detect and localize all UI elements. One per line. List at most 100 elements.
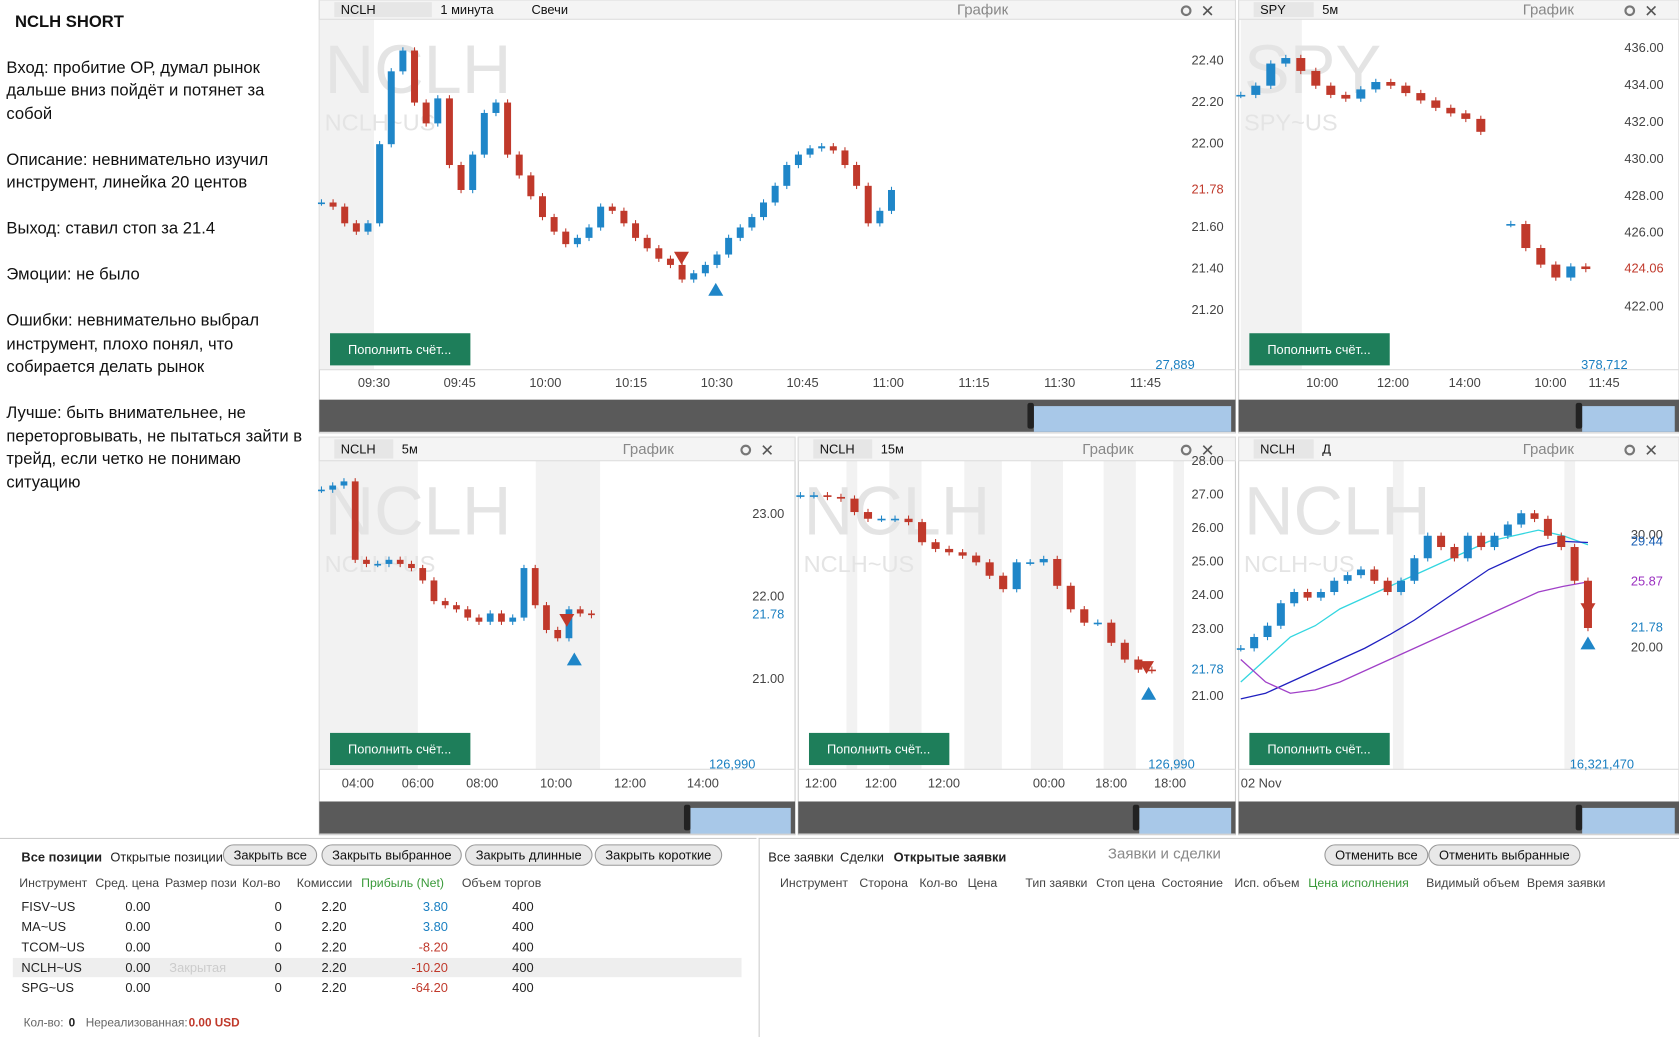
column-header: Стоп цена — [1096, 877, 1155, 891]
button[interactable]: Закрыть все — [222, 844, 318, 866]
column-header: Исп. объем — [1234, 877, 1300, 891]
candle — [1570, 547, 1579, 581]
note-paragraph: Лучше: быть внимательнее, не переторговы… — [6, 403, 303, 492]
candle — [818, 146, 826, 149]
candle — [1423, 535, 1432, 559]
candle — [887, 189, 895, 211]
deposit-button[interactable] — [330, 732, 471, 766]
candle — [850, 498, 859, 513]
button[interactable]: Закрыть длинные — [465, 844, 593, 866]
x-tick-label: 04:00 — [342, 776, 374, 791]
scroller-handle[interactable] — [683, 804, 691, 831]
candle — [1450, 547, 1459, 559]
button[interactable]: Закрыть выбранное — [321, 844, 463, 866]
x-tick-label: 06:00 — [402, 776, 434, 791]
tab[interactable]: Все позиции — [21, 849, 103, 865]
candle — [550, 217, 558, 232]
sell-marker — [1139, 661, 1155, 674]
candle — [1416, 93, 1426, 101]
x-tick-label: 11:00 — [873, 375, 904, 390]
candle — [1581, 266, 1591, 270]
x-tick-label: 09:30 — [358, 375, 390, 390]
session-shade — [846, 460, 858, 770]
panel-title: График — [957, 2, 1009, 19]
x-tick-label: 10:00 — [1534, 375, 1566, 390]
candle — [1330, 580, 1339, 593]
candle — [469, 154, 477, 190]
candle — [904, 518, 913, 523]
deposit-button[interactable] — [808, 732, 950, 766]
settings-icon — [1180, 444, 1192, 456]
candle — [823, 495, 832, 497]
footer-value: 0.00 USD — [188, 1016, 240, 1030]
button[interactable]: Отменить все — [1324, 844, 1429, 866]
session-shade — [319, 19, 374, 370]
note-paragraph: Выход: ставил стоп за 21.4 — [6, 219, 216, 238]
x-tick-label: 12:00 — [865, 776, 897, 791]
candle — [441, 601, 449, 606]
x-tick-label: 02 Nov — [1241, 776, 1282, 791]
column-header: Комиссии — [296, 877, 353, 891]
session-shade — [319, 460, 418, 770]
watermark: NCLH — [1244, 473, 1431, 550]
sell-marker — [559, 613, 575, 627]
close-icon — [762, 445, 773, 455]
y-tick-label: 22.20 — [1192, 94, 1224, 109]
y-tick-label: 430.00 — [1624, 151, 1663, 166]
toolbar — [1238, 436, 1679, 462]
deposit-button[interactable] — [330, 333, 471, 366]
candle — [655, 248, 663, 259]
deposit-button[interactable] — [1249, 732, 1390, 766]
candle — [1303, 592, 1312, 598]
tab[interactable]: Сделки — [840, 849, 884, 865]
candle — [1107, 622, 1116, 643]
volume-label: 27,889 — [1155, 357, 1194, 372]
volume-label: 126,990 — [1148, 756, 1194, 771]
candle — [396, 559, 404, 564]
candle — [364, 223, 372, 232]
candle — [341, 206, 349, 224]
scroller-handle[interactable] — [1027, 402, 1034, 429]
moving-average — [1240, 581, 1589, 694]
x-tick-label: 12:00 — [928, 776, 960, 791]
candle — [515, 154, 523, 176]
tab[interactable]: Открытые позиции — [110, 849, 223, 865]
button[interactable]: Отменить выбранные — [1428, 844, 1581, 866]
candle — [562, 231, 570, 245]
x-tick-label: 12:00 — [1377, 375, 1409, 390]
candle — [387, 71, 395, 145]
candle — [1477, 535, 1486, 548]
candle — [554, 629, 562, 639]
deposit-button[interactable] — [1249, 333, 1390, 366]
notes-title: NCLH SHORT — [15, 12, 124, 32]
candle — [1311, 70, 1321, 86]
cell: NCLH~US — [21, 960, 82, 976]
row-highlight — [12, 957, 742, 978]
y-tick-label: 422.00 — [1624, 298, 1663, 313]
x-tick-label: 09:45 — [444, 375, 476, 390]
tab[interactable]: Все заявки — [768, 849, 834, 865]
candle — [1080, 609, 1089, 623]
scroller-handle[interactable] — [1575, 804, 1583, 831]
candle — [1266, 63, 1276, 86]
candle — [597, 206, 605, 228]
button[interactable]: Закрыть короткие — [594, 844, 723, 866]
candle — [841, 150, 849, 166]
candle — [1410, 558, 1419, 581]
tab[interactable]: Открытые заявки — [893, 849, 1007, 865]
candle — [457, 165, 465, 190]
scroller-handle[interactable] — [1132, 804, 1140, 831]
cell: 0.00 — [125, 919, 151, 935]
deposit-button-label: Пополнить счёт... — [1267, 342, 1370, 357]
candle — [1401, 85, 1411, 94]
candle — [1506, 224, 1516, 226]
scroller-handle[interactable] — [1575, 402, 1583, 429]
candle — [445, 98, 453, 166]
candle — [411, 50, 419, 103]
candle — [464, 609, 472, 618]
x-tick-label: 14:00 — [1449, 375, 1481, 390]
scroller-window — [1139, 807, 1232, 834]
candle — [1543, 518, 1552, 536]
note-paragraph: Ошибки: невнимательно выбрал инструмент,… — [6, 311, 260, 377]
volume-label: 16,321,470 — [1570, 756, 1634, 771]
